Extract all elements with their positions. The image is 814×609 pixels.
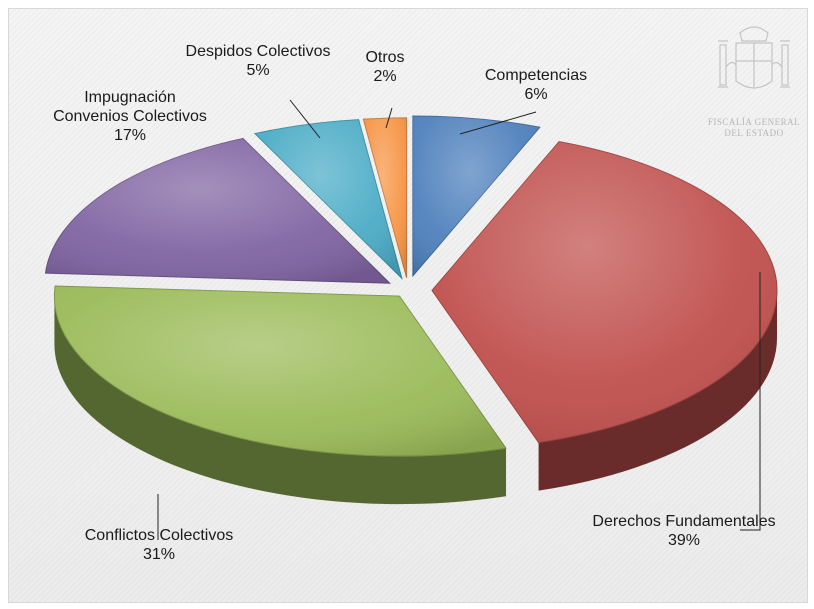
logo-text-line-1: FISCALÍA GENERAL (708, 117, 800, 127)
leader-line-0 (459, 111, 537, 135)
slice-highlight-0 (412, 115, 540, 276)
data-label-0-1: 6% (524, 86, 547, 103)
data-label-0-0: Competencias (485, 67, 587, 84)
slice-side-2 (54, 296, 507, 505)
slice-highlight-1 (431, 141, 777, 443)
pie-side-walls (54, 290, 777, 505)
logo-text-line-2: DEL ESTADO (724, 128, 783, 138)
slice-highlight-4 (254, 119, 402, 279)
data-labels: Competencias 6% Derechos Fundamentales 39% C… (53, 43, 776, 563)
slice-highlight-3 (45, 138, 390, 284)
leader-line-1 (740, 272, 761, 531)
data-label-4-1: 5% (246, 62, 269, 79)
data-label-2-1: 31% (143, 546, 175, 563)
data-label-3-0: Impugnación (84, 89, 176, 106)
leader-line-5 (385, 107, 393, 129)
data-label-1-1: 39% (668, 532, 700, 549)
slice-highlight-2 (54, 286, 507, 457)
data-label-5-1: 2% (373, 68, 396, 85)
data-label-2-0: Conflictos Colectivos (85, 527, 234, 544)
slice-highlight-5 (363, 117, 407, 278)
pie-slices (44, 115, 778, 457)
data-label-3-2: 17% (114, 127, 146, 144)
leader-lines (157, 99, 761, 540)
data-label-1-0: Derechos Fundamentales (592, 513, 775, 530)
data-label-4-0: Despidos Colectivos (186, 43, 331, 60)
slice-side-1 (538, 290, 777, 491)
data-label-5-0: Otros (365, 49, 404, 66)
data-label-3-1: Convenios Colectivos (53, 108, 207, 125)
leader-line-4 (289, 99, 321, 139)
coat-of-arms-icon: FISCALÍA GENERAL DEL ESTADO (708, 26, 800, 138)
